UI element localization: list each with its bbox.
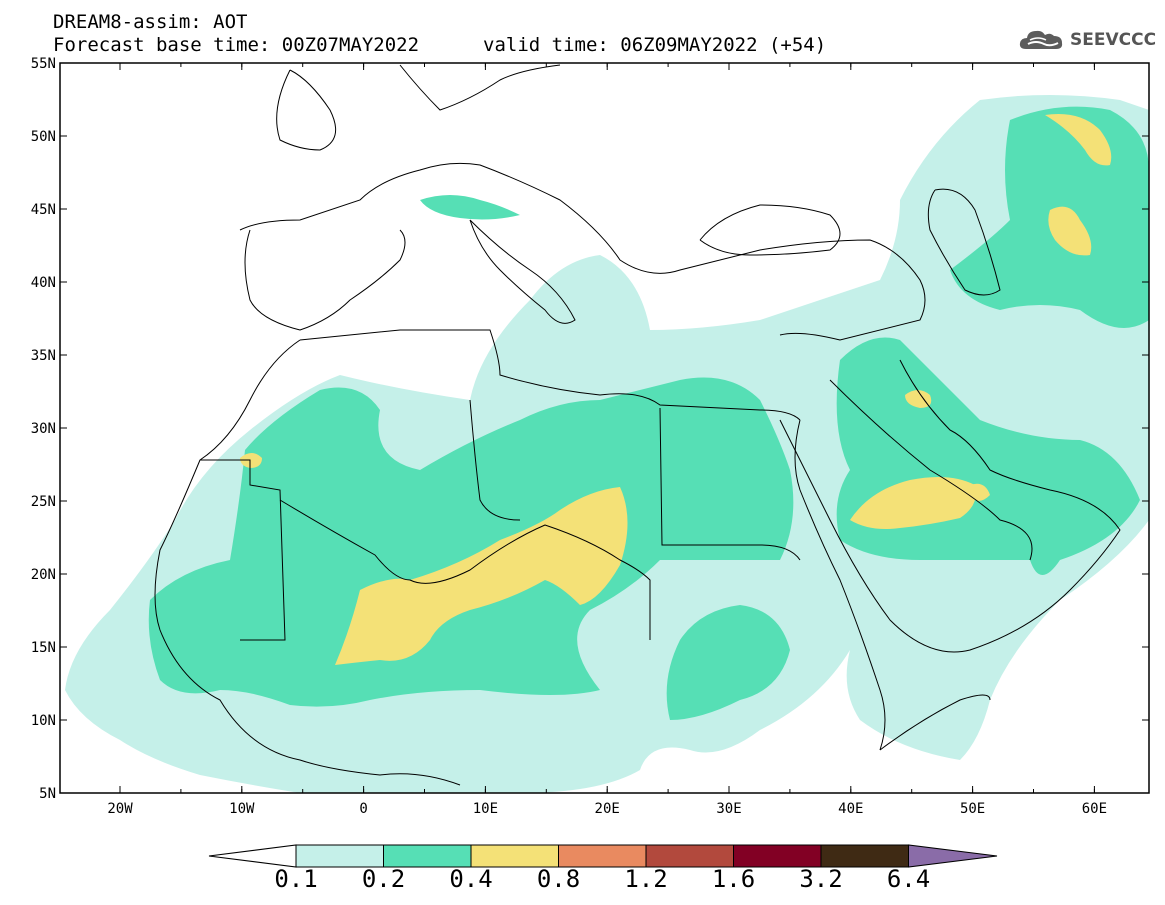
aot-band-0.4-kazakh — [1045, 114, 1112, 166]
border-mauritania — [200, 459, 286, 641]
colorbar-label: 1.6 — [711, 865, 756, 893]
coastline-horn-of-africa — [879, 694, 991, 751]
aot-band-0.2-sahara — [148, 377, 794, 707]
colorbar-segment — [820, 844, 909, 868]
colorbar-label: 6.4 — [886, 865, 931, 893]
coastline-west-africa — [154, 339, 461, 786]
latitude-axis: 55N 50N 45N 40N 35N 30N 25N 20N 15N 10N 5N — [31, 56, 1149, 802]
aot-band-0.4-morocco — [240, 453, 262, 468]
lon-tick-label: 20W — [107, 801, 133, 817]
colorbar-segment — [470, 844, 559, 868]
cloud-icon — [1019, 30, 1063, 49]
lat-tick-label: 30N — [31, 421, 56, 437]
aot-band-0.4-iraq — [905, 390, 932, 408]
valid-time: valid time: 06Z09MAY2022 (+54) — [483, 34, 827, 56]
coastline-uk — [276, 69, 337, 151]
coastline-north-africa — [299, 329, 801, 421]
coastline-iberia — [244, 229, 406, 331]
lon-tick-label: 60E — [1082, 801, 1107, 817]
colorbar-label: 0.8 — [536, 865, 581, 893]
lat-tick-label: 50N — [31, 129, 56, 145]
logo-text: SEEVCCC — [1070, 30, 1157, 50]
coastline-europe — [239, 162, 926, 341]
coastline-arabia — [779, 359, 1121, 653]
colorbar-label: 0.1 — [274, 865, 318, 893]
colorbar — [208, 844, 998, 868]
aot-band-0.4-sahel — [335, 487, 628, 665]
coastline-caspian — [927, 188, 1001, 296]
colorbar-segment — [733, 844, 822, 868]
lat-tick-label: 25N — [31, 494, 56, 510]
lat-tick-label: 20N — [31, 567, 56, 583]
lat-tick-label: 10N — [31, 713, 56, 729]
border-saudi — [829, 379, 1033, 561]
lat-tick-label: 15N — [31, 640, 56, 656]
border-egypt-sudan — [659, 407, 801, 561]
aot-band-0.4-caspian — [1048, 206, 1092, 256]
lat-tick-label: 40N — [31, 275, 56, 291]
border-mali-niger-chad — [279, 499, 651, 640]
product-title: DREAM8-assim: AOT — [53, 11, 248, 33]
lat-tick-label: 55N — [31, 56, 56, 72]
colorbar-arrow-low — [208, 844, 297, 868]
aot-band-0.2-italy — [420, 195, 520, 220]
aot-contours — [65, 95, 1149, 793]
aot-band-0.4-arabia — [850, 476, 976, 529]
longitude-axis: 20W 10W 0 10E 20E 30E 40E 50E 60E — [107, 63, 1107, 817]
lon-tick-label: 50E — [960, 801, 985, 817]
lat-tick-label: 35N — [31, 348, 56, 364]
coastline-black-sea — [699, 204, 841, 256]
lon-tick-label: 40E — [838, 801, 863, 817]
lat-tick-label: 5N — [39, 786, 56, 802]
lon-tick-label: 0 — [359, 801, 367, 817]
aot-band-0.4-gulf — [970, 483, 990, 501]
lon-tick-label: 30E — [716, 801, 741, 817]
coastline-italy — [469, 219, 576, 324]
colorbar-segment — [558, 844, 647, 868]
coastline-scandinavia — [399, 64, 561, 111]
colorbar-label: 1.2 — [624, 865, 668, 893]
seevccc-logo: SEEVCCC — [1018, 26, 1156, 54]
lat-tick-label: 45N — [31, 202, 56, 218]
colorbar-segment — [295, 844, 384, 868]
coastlines — [154, 64, 1121, 786]
aot-band-0.2-east-africa — [666, 605, 790, 720]
colorbar-label: 3.2 — [799, 865, 843, 893]
forecast-base-time: Forecast base time: 00Z07MAY2022 — [53, 34, 420, 56]
colorbar-segment — [645, 844, 734, 868]
colorbar-arrow-high — [908, 844, 998, 868]
colorbar-label: 0.2 — [361, 865, 406, 893]
colorbar-segment — [383, 844, 472, 868]
lon-tick-label: 10E — [473, 801, 498, 817]
colorbar-label: 0.4 — [449, 865, 493, 893]
lon-tick-label: 20E — [595, 801, 620, 817]
coastline-red-sea — [794, 419, 886, 751]
border-libya-algeria — [469, 399, 521, 521]
lon-tick-label: 10W — [229, 801, 255, 817]
